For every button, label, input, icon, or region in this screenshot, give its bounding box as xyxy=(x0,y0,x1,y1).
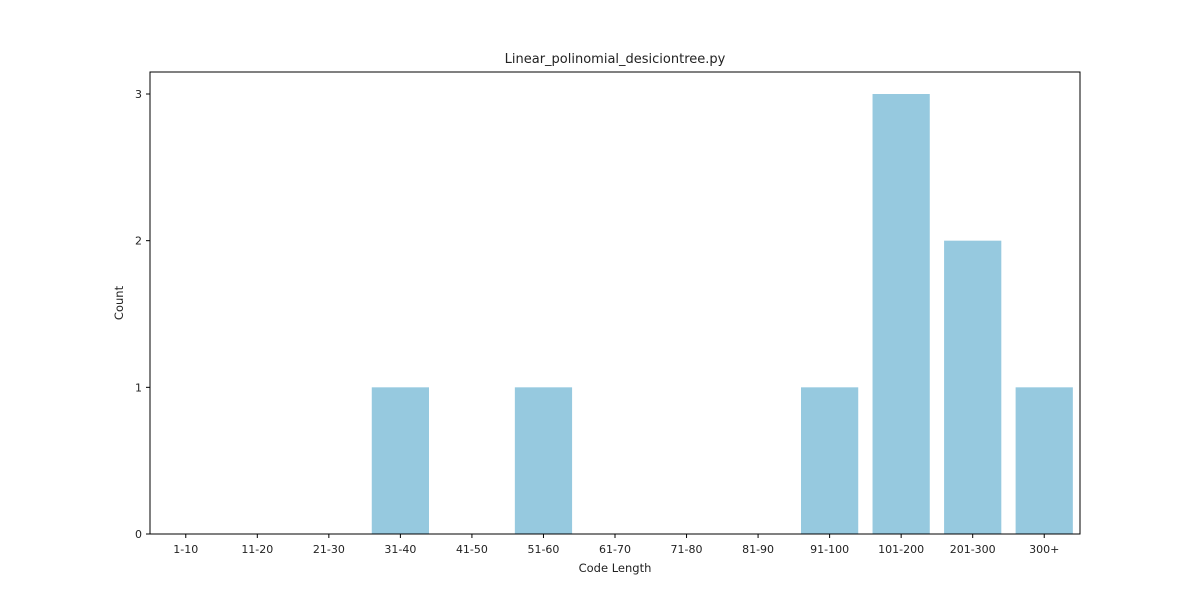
x-axis-ticks: 1-10 11-20 21-30 31-40 41-50 51-60 61-70 71-80 8… xyxy=(173,534,1059,556)
x-tick-label: 201-300 xyxy=(950,543,996,556)
y-tick-label: 0 xyxy=(135,528,142,541)
y-axis-label: Count xyxy=(112,285,126,320)
x-tick-label: 71-80 xyxy=(671,543,703,556)
x-tick-label: 11-20 xyxy=(241,543,273,556)
x-tick-label: 61-70 xyxy=(599,543,631,556)
x-tick-label: 51-60 xyxy=(527,543,559,556)
x-tick-label: 81-90 xyxy=(742,543,774,556)
bar-31-40 xyxy=(371,387,429,534)
y-tick-label: 1 xyxy=(135,381,142,394)
y-tick-label: 3 xyxy=(135,88,142,101)
bar-51-60 xyxy=(514,387,573,534)
y-axis-ticks: 0 1 2 3 xyxy=(135,88,150,541)
x-tick-label: 31-40 xyxy=(384,543,416,556)
plot-frame xyxy=(149,71,1081,535)
x-tick-label: 91-100 xyxy=(810,543,849,556)
bar-300+ xyxy=(1015,387,1073,534)
x-tick-label: 300+ xyxy=(1029,543,1059,556)
x-tick-label: 41-50 xyxy=(456,543,488,556)
x-tick-label: 1-10 xyxy=(173,543,198,556)
x-axis-label: Code Length xyxy=(579,561,652,575)
x-tick-label: 101-200 xyxy=(878,543,924,556)
bar-91-100 xyxy=(801,387,859,534)
bars-layer xyxy=(371,94,1073,535)
x-tick-label: 21-30 xyxy=(313,543,345,556)
bar-101-200 xyxy=(872,94,930,534)
chart-title: Linear_polinomial_desiciontree.py xyxy=(505,52,726,67)
bar-201-300 xyxy=(944,240,1002,535)
y-tick-label: 2 xyxy=(135,235,142,248)
